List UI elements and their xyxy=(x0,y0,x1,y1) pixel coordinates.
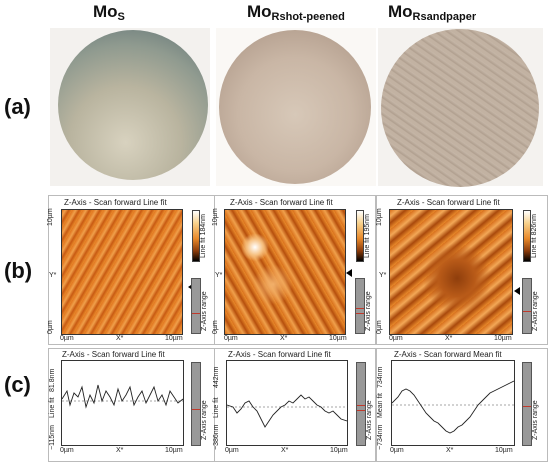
y-bot-tick: −734nm xyxy=(377,424,384,451)
x-axis-label: X* xyxy=(116,447,124,454)
x-right-tick: 10µm xyxy=(165,335,183,342)
colorbar xyxy=(523,210,531,262)
profile-plot-mo-s xyxy=(61,360,184,446)
y-top-tick: 10µm xyxy=(212,208,219,226)
x-axis-label: X* xyxy=(116,335,124,342)
y-axis-label: Y* xyxy=(379,272,387,279)
profile-panel-3 xyxy=(376,348,548,462)
y-axis-label: Mean fit xyxy=(377,393,384,418)
y-top-tick: 81.8nm xyxy=(49,368,56,392)
x-right-tick: 10µm xyxy=(330,447,348,454)
profile-trace xyxy=(61,384,184,409)
row-label-a: (a) xyxy=(4,94,31,119)
z-range-mark xyxy=(356,308,364,309)
y-axis-label: Y* xyxy=(49,272,57,279)
y-top-tick: 10µm xyxy=(376,208,383,226)
disc-mo-s xyxy=(58,30,208,180)
afm-image-mo-rsandpaper xyxy=(389,209,513,335)
afm-image-mo-rshot-peened xyxy=(224,209,346,335)
title-sub: S xyxy=(117,11,125,23)
profile-trace xyxy=(391,380,515,434)
title-mo-s: MoS xyxy=(93,2,125,23)
z-range-mark xyxy=(357,405,365,406)
y-top-tick: 442nm xyxy=(213,366,220,388)
x-right-tick: 10µm xyxy=(494,335,512,342)
marker-triangle xyxy=(514,287,520,295)
z-axis-range-bar xyxy=(522,278,532,334)
x-right-tick: 10µm xyxy=(495,447,513,454)
y-top-tick: 734nm xyxy=(377,366,384,388)
afm-panel-3 xyxy=(376,195,548,345)
z-range-mark xyxy=(357,410,365,411)
y-bot-tick: 0µm xyxy=(376,320,383,334)
x-axis-label: X* xyxy=(446,447,454,454)
profile-trace xyxy=(226,394,348,428)
x-right-tick: 10µm xyxy=(329,335,347,342)
profile-header: Z-Axis - Scan forward Mean fit xyxy=(394,350,502,359)
disc-mo-rsandpaper xyxy=(381,29,539,187)
z-axis-range-bar xyxy=(191,278,201,334)
z-axis-label: Z-Axis range xyxy=(532,400,539,440)
disc-mo-rshot-peened xyxy=(219,30,371,184)
afm-header: Z-Axis - Scan forward Line fit xyxy=(64,198,167,207)
y-bot-tick: −386nm xyxy=(213,424,220,451)
y-axis-label: Line fit xyxy=(213,397,220,418)
x-axis-label: X* xyxy=(280,335,288,342)
title-mo-rshot-peened: MoRshot-peened xyxy=(247,2,345,23)
x-left-tick: 0µm xyxy=(60,335,74,342)
x-left-tick: 0µm xyxy=(60,447,74,454)
profile-plot-mo-rsandpaper xyxy=(391,360,515,446)
z-axis-label: Z-Axis range xyxy=(532,291,539,331)
z-axis-label: Z-Axis range xyxy=(366,400,373,440)
x-axis-label: X* xyxy=(281,447,289,454)
title-main: Mo xyxy=(247,2,272,21)
marker-triangle xyxy=(346,269,352,277)
z-axis-label: Z-Axis range xyxy=(201,291,208,331)
y-top-tick: 10µm xyxy=(47,208,54,226)
afm-image-mo-s xyxy=(61,209,183,335)
z-axis-range-bar xyxy=(522,362,532,446)
z-range-mark xyxy=(192,313,200,314)
afm-panel-2 xyxy=(214,195,376,345)
profile-header: Z-Axis - Scan forward Line fit xyxy=(228,350,331,359)
z-axis-label: Z-Axis range xyxy=(201,400,208,440)
title-sub: Rsandpaper xyxy=(412,11,477,23)
profile-plot-mo-rshot-peened xyxy=(226,360,348,446)
colorbar-label: Line fit 184nm xyxy=(200,214,207,258)
title-sub: Rshot-peened xyxy=(271,11,345,23)
x-left-tick: 0µm xyxy=(389,335,403,342)
z-range-mark xyxy=(523,311,531,312)
z-axis-range-bar xyxy=(191,362,201,446)
z-axis-range-bar xyxy=(355,278,365,334)
z-range-mark xyxy=(356,313,364,314)
colorbar xyxy=(356,210,364,262)
colorbar-label: Line fit 826nm xyxy=(531,214,538,258)
colorbar xyxy=(192,210,200,262)
y-bot-tick: −115nm xyxy=(49,425,56,450)
y-axis-label: Y* xyxy=(215,272,223,279)
x-axis-label: X* xyxy=(445,335,453,342)
row-label-b: (b) xyxy=(4,258,33,283)
x-left-tick: 0µm xyxy=(225,447,239,454)
afm-header: Z-Axis - Scan forward Line fit xyxy=(230,198,333,207)
x-left-tick: 0µm xyxy=(390,447,404,454)
z-range-mark xyxy=(192,409,200,410)
z-axis-range-bar xyxy=(356,362,366,446)
afm-header: Z-Axis - Scan forward Line fit xyxy=(397,198,500,207)
y-bot-tick: 0µm xyxy=(212,320,219,334)
title-main: Mo xyxy=(388,2,413,21)
y-bot-tick: 0µm xyxy=(47,320,54,334)
x-right-tick: 10µm xyxy=(165,447,183,454)
title-main: Mo xyxy=(93,2,118,21)
colorbar-label: Line fit 195nm xyxy=(364,214,371,258)
z-range-mark xyxy=(523,406,531,407)
y-axis-label: Line fit xyxy=(49,397,56,418)
row-label-c: (c) xyxy=(4,372,31,397)
profile-header: Z-Axis - Scan forward Line fit xyxy=(62,350,165,359)
profile-panel-2 xyxy=(214,348,376,462)
title-mo-rsandpaper: MoRsandpaper xyxy=(388,2,476,23)
x-left-tick: 0µm xyxy=(224,335,238,342)
z-axis-label: Z-Axis range xyxy=(365,291,372,331)
